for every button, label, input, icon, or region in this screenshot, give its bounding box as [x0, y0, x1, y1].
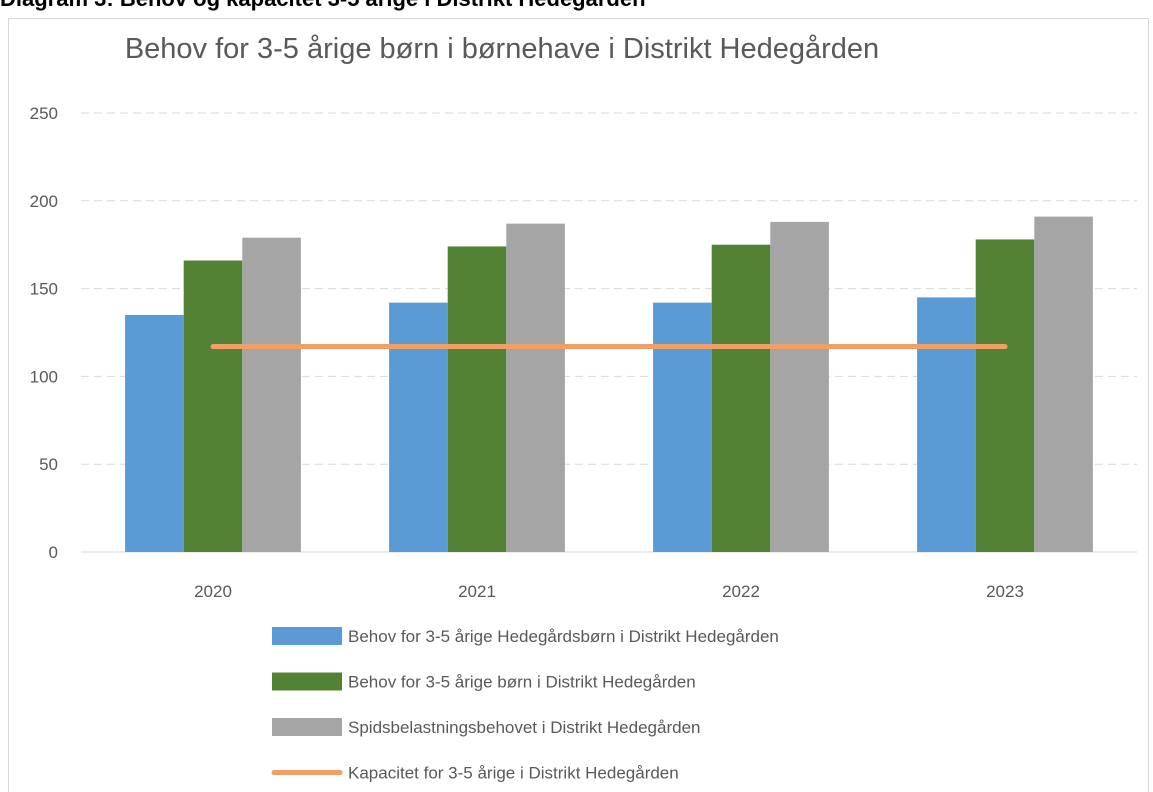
- chart-title: Behov for 3-5 årige børn i børnehave i D…: [125, 33, 879, 65]
- bar: [447, 246, 507, 552]
- y-tick-label: 100: [30, 367, 58, 386]
- x-tick-label: 2023: [986, 582, 1024, 601]
- bar: [917, 297, 976, 552]
- legend-label: Behov for 3-5 årige børn i Distrikt Hede…: [348, 673, 696, 692]
- page-heading: Diagram 3: Behov og kapacitet 3-5 årige …: [0, 0, 646, 11]
- legend-swatch: [272, 718, 342, 736]
- bar: [389, 302, 448, 552]
- bar: [975, 239, 1035, 552]
- x-tick-label: 2020: [194, 582, 232, 601]
- bar: [242, 237, 301, 552]
- x-tick-label: 2021: [458, 582, 496, 601]
- bar: [125, 314, 184, 552]
- bar: [506, 223, 565, 553]
- bar: [183, 260, 243, 552]
- x-tick-label: 2022: [722, 582, 760, 601]
- legend-label: Behov for 3-5 årige Hedegårdsbørn i Dist…: [348, 627, 779, 646]
- bar: [1034, 216, 1093, 552]
- y-tick-label: 150: [30, 280, 58, 299]
- y-tick-label: 50: [39, 455, 58, 474]
- bar: [653, 302, 712, 552]
- y-tick-label: 0: [49, 543, 58, 562]
- legend-swatch: [272, 627, 342, 645]
- bar: [770, 221, 829, 552]
- legend-swatch: [272, 672, 342, 691]
- y-tick-label: 200: [30, 192, 58, 211]
- legend-label: Kapacitet for 3-5 årige i Distrikt Hedeg…: [348, 764, 679, 783]
- y-tick-label: 250: [30, 104, 58, 123]
- bar: [711, 244, 771, 552]
- legend-label: Spidsbelastningsbehovet i Distrikt Hedeg…: [348, 718, 700, 737]
